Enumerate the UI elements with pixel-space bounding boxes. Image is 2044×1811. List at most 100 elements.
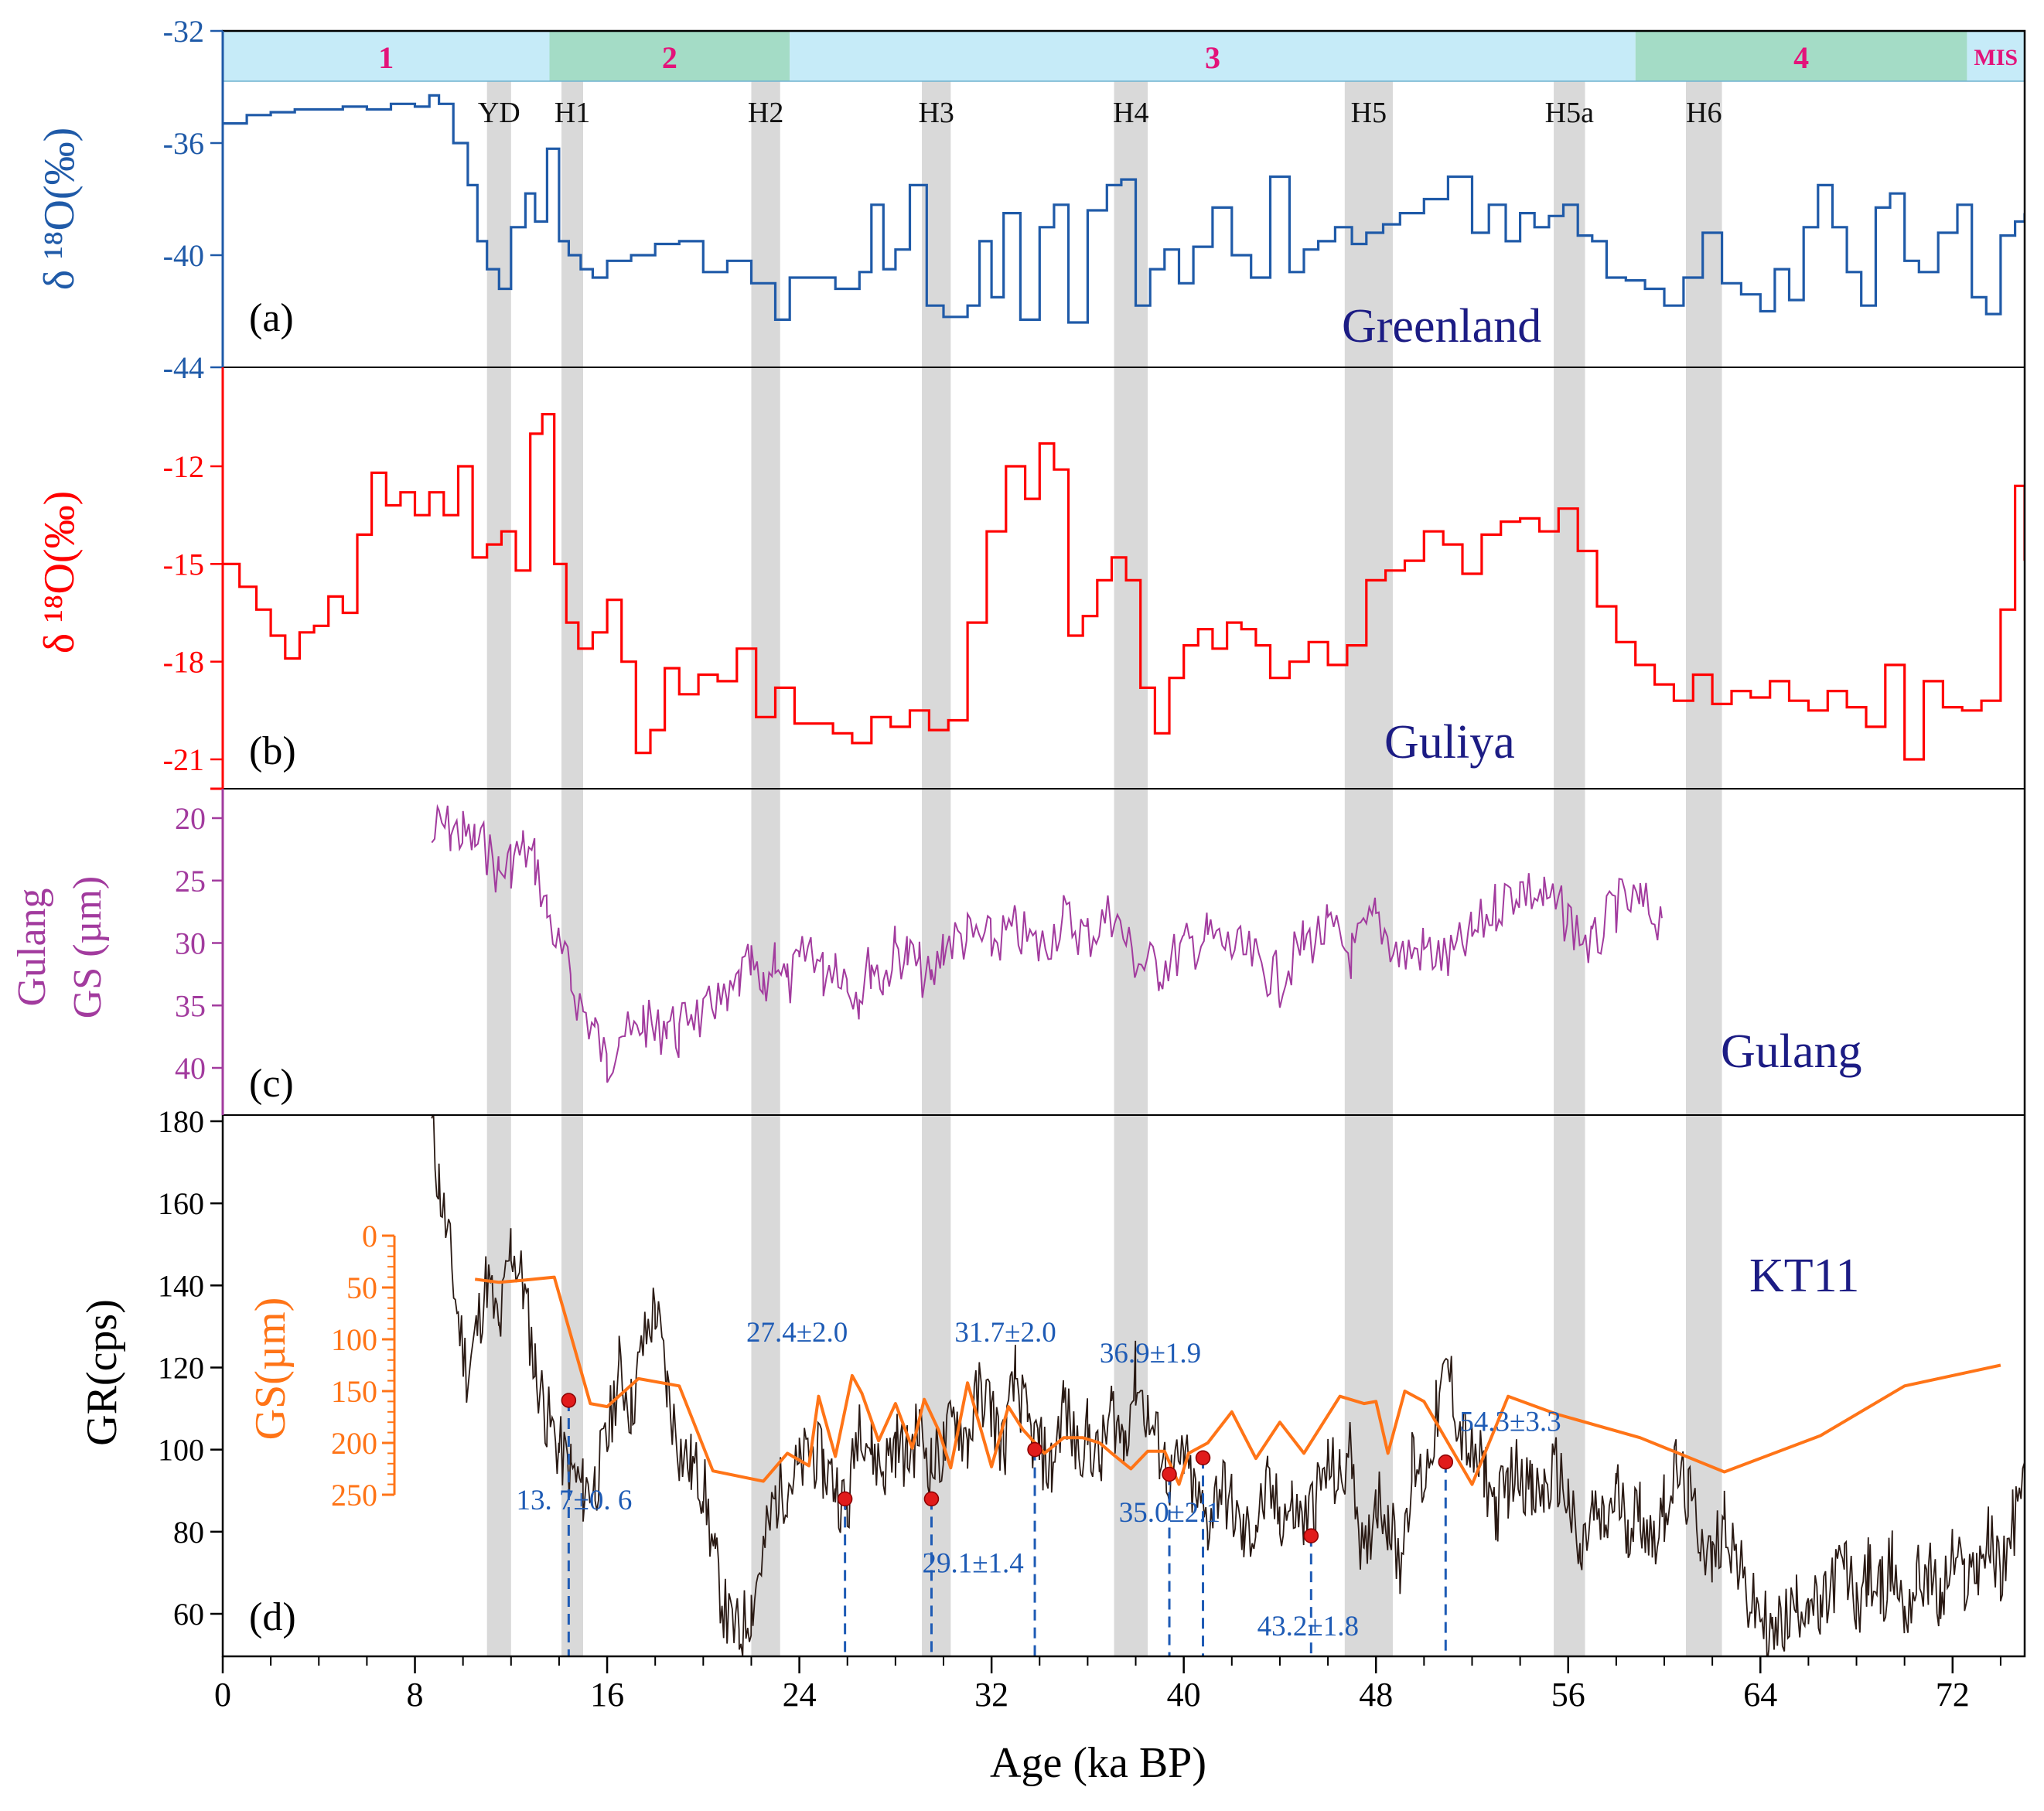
date-dot (837, 1491, 853, 1507)
event-band-h1 (561, 81, 583, 1656)
date-dot (1162, 1466, 1177, 1482)
kt11-y-tick-label: 160 (158, 1186, 204, 1221)
kt11-y-tick-label: 180 (158, 1104, 204, 1139)
x-tick-label: 0 (214, 1676, 231, 1714)
gulang-y-title-line1: Gulang (10, 888, 54, 1006)
mis-bar (223, 31, 2025, 82)
gs-tick-label: 150 (331, 1374, 377, 1409)
x-tick-label: 24 (783, 1676, 817, 1714)
date-label: 29.1±1.4 (922, 1547, 1023, 1579)
date-dot (561, 1393, 577, 1408)
guliya-d18o-line (223, 413, 2025, 761)
date-label: 36.9±1.9 (1100, 1338, 1201, 1369)
event-band-h6 (1685, 81, 1722, 1656)
greenland-y-tick-label: -32 (163, 14, 204, 49)
event-band-h3 (922, 81, 951, 1656)
date-label: 43.2±1.8 (1257, 1611, 1359, 1642)
gulang-y-tick-label: 30 (175, 926, 206, 961)
date-dot (1027, 1441, 1042, 1458)
greenland-y-tick-label: -36 (163, 126, 204, 161)
axes-and-frames (210, 29, 2026, 1673)
kt11-y-tick-label: 100 (158, 1433, 204, 1468)
gs-tick-label: 200 (331, 1426, 377, 1461)
mis-stage-label-3: 3 (1205, 40, 1220, 75)
kt11-gs-line (474, 1275, 2001, 1486)
date-label: 54.3±3.3 (1459, 1407, 1561, 1438)
gs-axis-title: GS(µm) (247, 1298, 295, 1441)
event-label-h3: H3 (918, 97, 954, 129)
guliya-y-tick-label: -21 (163, 742, 204, 777)
greenland-y-tick-label: -40 (163, 238, 204, 273)
event-label-yd: YD (478, 97, 520, 129)
date-dot (923, 1491, 940, 1507)
mis-label: MIS (1974, 45, 2018, 70)
kt11-y-title: GR(cps) (78, 1299, 126, 1446)
x-tick-label: 56 (1551, 1676, 1585, 1714)
mis-stage-label-4: 4 (1793, 40, 1809, 75)
site-label-kt11: KT11 (1749, 1250, 1859, 1302)
greenland-y-title: δ ¹⁸O(‰) (36, 128, 84, 290)
gulang-y-tick-label: 20 (175, 801, 206, 836)
mis-stage-5 (1967, 31, 2025, 81)
kt11-y-tick-label: 60 (173, 1597, 204, 1632)
date-label: 27.4±2.0 (746, 1317, 848, 1349)
date-label: 35.0±2.1 (1119, 1497, 1220, 1529)
kt11-gr-line (431, 1115, 2025, 1656)
panel-label-d: (d) (249, 1595, 296, 1639)
mis-stage-2 (549, 31, 790, 81)
greenland-y-tick-label: -44 (163, 350, 204, 385)
mis-stage-label-2: 2 (662, 40, 677, 75)
event-band-h2 (751, 81, 780, 1656)
chart-labels: YD H1 H2 H3 H4 H5 H5a H6 1 2 3 4 MIS 13. 7±0. 6 27.4±2… (10, 14, 2018, 1787)
site-label-gulang: Gulang (1721, 1025, 1862, 1078)
gulang-y-tick-label: 35 (175, 988, 206, 1023)
event-label-h2: H2 (748, 97, 783, 129)
mis-stage-label-1: 1 (378, 40, 394, 75)
panel-label-a: (a) (249, 296, 294, 340)
gs-tick-label: 50 (346, 1270, 377, 1305)
date-label: 31.7±2.0 (954, 1317, 1056, 1349)
guliya-y-tick-label: -12 (163, 449, 204, 484)
greenland-d18o-line (223, 94, 2025, 324)
panel-label-b: (b) (249, 729, 296, 773)
guliya-y-tick-label: -18 (163, 645, 204, 680)
gulang-y-tick-label: 25 (175, 864, 206, 899)
x-tick-label: 64 (1743, 1676, 1777, 1714)
x-axis-title: Age (ka BP) (990, 1739, 1206, 1787)
date-dot (1438, 1454, 1454, 1470)
date-label: 13. 7±0. 6 (517, 1485, 633, 1516)
x-tick-label: 40 (1167, 1676, 1201, 1714)
site-label-greenland: Greenland (1342, 300, 1541, 353)
x-tick-label: 72 (1936, 1676, 1970, 1714)
event-band-h5 (1344, 81, 1393, 1656)
kt11-y-tick-label: 120 (158, 1351, 204, 1386)
date-dot (1195, 1450, 1211, 1466)
x-tick-label: 32 (974, 1676, 1008, 1714)
gulang-y-tick-label: 40 (175, 1051, 206, 1086)
mis-stage-4 (1635, 31, 1967, 81)
data-series (223, 94, 2025, 1656)
x-tick-label: 8 (407, 1676, 424, 1714)
date-dot (1303, 1528, 1319, 1543)
guliya-y-title: δ ¹⁸O(‰) (36, 491, 84, 653)
gs-tick-label: 0 (362, 1219, 377, 1253)
event-band-h5a (1554, 81, 1585, 1656)
kt11-y-tick-label: 140 (158, 1268, 204, 1303)
event-label-h6: H6 (1686, 97, 1722, 129)
event-bands (486, 81, 1722, 1656)
event-label-h4: H4 (1113, 97, 1148, 129)
gulang-gs-line (431, 803, 1663, 1083)
x-tick-label: 16 (590, 1676, 624, 1714)
x-tick-label: 48 (1359, 1676, 1393, 1714)
panel-label-c: (c) (249, 1062, 294, 1106)
guliya-y-tick-label: -15 (163, 547, 204, 581)
mis-stage-1 (223, 31, 550, 81)
gs-tick-label: 250 (331, 1478, 377, 1513)
event-label-h5a: H5a (1545, 97, 1594, 129)
event-label-h1: H1 (555, 97, 590, 129)
kt11-y-tick-label: 80 (173, 1515, 204, 1550)
mis-stage-3 (790, 31, 1636, 81)
gulang-y-title-line2: GS (µm) (66, 876, 110, 1019)
gs-tick-label: 100 (331, 1322, 377, 1357)
